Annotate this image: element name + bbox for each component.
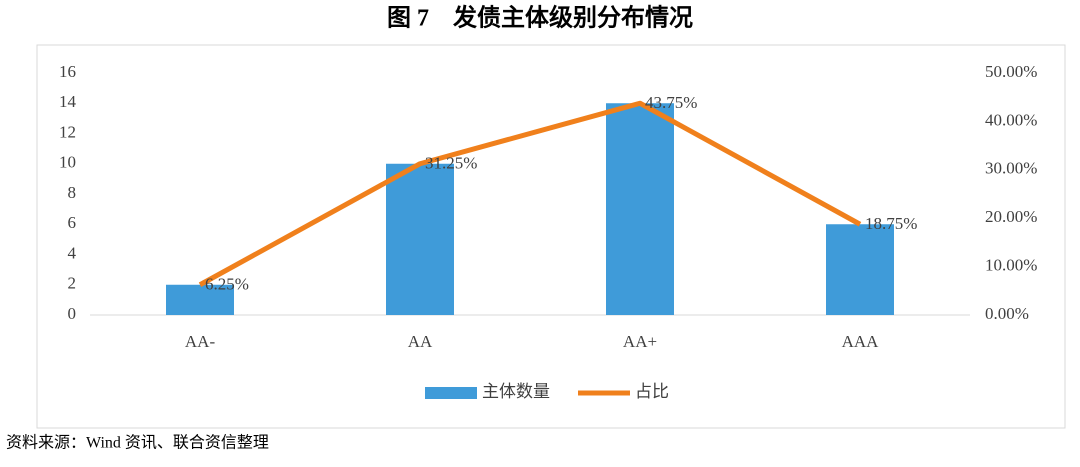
y2-tick-label: 0.00% — [985, 304, 1029, 323]
legend-label: 主体数量 — [482, 382, 550, 401]
y-tick-label: 14 — [59, 92, 77, 111]
x-tick-label: AAA — [842, 332, 880, 351]
bar — [386, 163, 454, 315]
y2-tick-label: 30.00% — [985, 159, 1037, 178]
x-tick-label: AA- — [185, 332, 216, 351]
chart-title: 图 7 发债主体级别分布情况 — [387, 4, 693, 32]
data-label: 43.75% — [645, 93, 697, 112]
bar — [606, 103, 674, 315]
legend-swatch — [425, 387, 477, 399]
y-tick-label: 10 — [59, 153, 76, 172]
data-label: 18.75% — [865, 214, 917, 233]
y2-tick-label: 50.00% — [985, 62, 1037, 81]
y-tick-label: 0 — [68, 304, 77, 323]
bar — [166, 284, 234, 315]
bar — [826, 224, 894, 315]
y2-tick-label: 10.00% — [985, 256, 1037, 275]
y-tick-label: 6 — [68, 213, 77, 232]
y-tick-label: 2 — [68, 274, 77, 293]
data-label: 6.25% — [205, 275, 249, 294]
y-tick-label: 12 — [59, 122, 76, 141]
source: 资料来源：Wind 资讯、联合资信整理 — [6, 434, 269, 452]
line — [198, 100, 862, 287]
data-label: 31.25% — [425, 154, 477, 173]
x-tick-label: AA+ — [623, 332, 657, 351]
chart-frame — [36, 44, 1066, 429]
y-tick-label: 4 — [68, 243, 77, 262]
y2-tick-label: 40.00% — [985, 110, 1037, 129]
y2-tick-label: 20.00% — [985, 207, 1037, 226]
legend-label: 占比 — [635, 382, 669, 401]
y-tick-label: 8 — [68, 183, 77, 202]
y-tick-label: 16 — [59, 62, 76, 81]
x-tick-label: AA — [408, 332, 433, 351]
